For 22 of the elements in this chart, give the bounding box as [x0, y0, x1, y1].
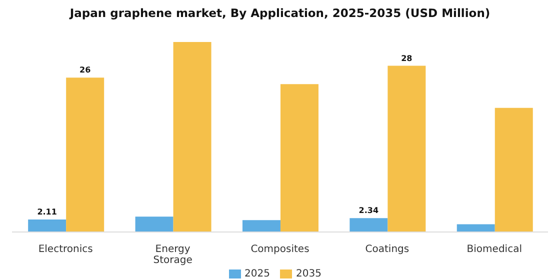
data-label: 2.34: [358, 206, 379, 216]
bar: [388, 66, 426, 232]
x-tick-label: Electronics: [38, 244, 93, 255]
bar: [66, 78, 104, 232]
bar: [28, 219, 66, 232]
x-tick-label: Energy Storage: [153, 244, 192, 266]
bar: [350, 218, 388, 232]
x-tick-label: Biomedical: [466, 244, 522, 255]
bar: [242, 220, 280, 232]
data-label: 26: [80, 66, 92, 75]
bar: [135, 216, 174, 232]
data-label: 2.11: [37, 207, 58, 216]
bar: [456, 224, 495, 232]
x-tick-label: Coatings: [365, 244, 410, 255]
bar: [173, 42, 212, 232]
chart-title: Japan graphene market, By Application, 2025-2035 (USD Million): [68, 5, 492, 22]
bar: [494, 108, 533, 232]
bar: [280, 84, 318, 232]
data-label: 28: [401, 54, 413, 63]
legend-label: 2025: [244, 268, 270, 280]
legend-label: 2035: [296, 268, 322, 280]
x-tick-label: Composites: [250, 244, 310, 255]
